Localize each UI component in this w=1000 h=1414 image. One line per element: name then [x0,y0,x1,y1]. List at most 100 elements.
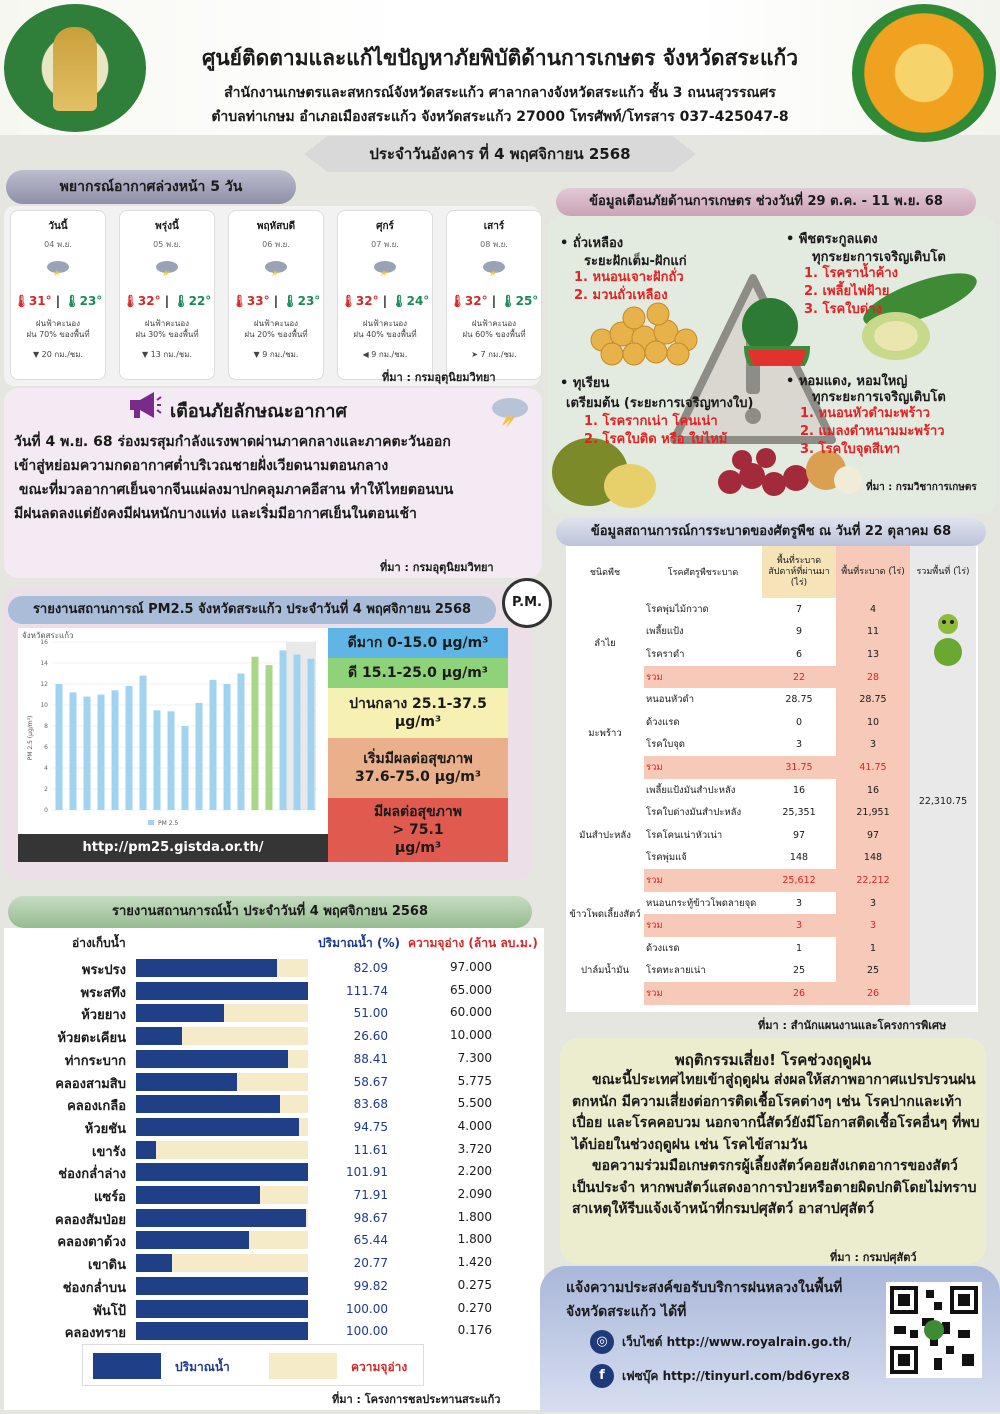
water-bar [136,1208,308,1227]
thunderstorm-icon [265,261,287,277]
pest-name: รวม [644,665,762,689]
water-row: พันโป้ 100.00 0.270 [0,1298,540,1320]
pest-header-total: รวมพื้นที่ (ไร่) [910,546,976,598]
pest-crop: ข้าวโพดเลี้ยงสัตว์ [569,908,641,920]
pest-table: ชนิดพืช โรคศัตรูพืชระบาด พื้นที่ระบาด สั… [566,546,976,1005]
facebook-link[interactable]: f เฟซบุ๊ค http://tinyurl.com/bd6yrex8 [590,1364,850,1388]
reservoir-name: คลองสามสิบ [55,1076,126,1092]
pest-name: ด้วงแรด [646,716,680,728]
hazard-item: 2. โรคใบติด หรือ ใบไหม้ [584,432,728,447]
onion-image [718,448,862,496]
pest-row: รวม 31.75 41.75 [566,756,976,779]
water-bar-fill [136,1163,308,1182]
pest-area: 28 [836,665,910,689]
water-cap: 65.000 [450,982,492,997]
thunderstorm-icon [156,261,178,277]
pm25-bar [55,684,63,810]
pest-name: โรคใบจุด [646,739,685,751]
pest-lastweek: 28.75 [785,694,813,706]
hazard-stage: ทุกระยะการเจริญเติบโต [812,390,946,405]
forecast-day-label: เสาร์ [483,221,505,232]
water-pct: 111.74 [346,983,388,998]
pm-level-unhealthy: มีผลต่อสุขภาพ > 75.1 µg/m³ [328,798,508,862]
temp-high: 🌡32° [122,294,161,308]
forecast-panel: วันนี้ 04 พ.ย. 🌡31° | 🌡23° ฝนฟ้าคะนอง ฝน 70%… [4,206,542,386]
forecast-rain: ฝน 60% ของพื้นที่ [462,330,526,339]
water-bar-fill [136,1322,308,1341]
forecast-day-label: พรุ่งนี้ [155,221,179,232]
forecast-day-label: พฤหัสบดี [256,221,296,232]
water-bar [136,1140,308,1159]
pest-lastweek: 1 [795,942,803,954]
globe-icon: ◎ [590,1330,614,1354]
water-row: พระสทึง 111.74 65.000 [0,980,540,1002]
forecast-desc: ฝนฟ้าคะนอง ฝน 70% ของพื้นที่ [11,318,105,340]
rain-service-text: แจ้งความประสงค์ขอรับบริการฝนหลวงในพื้นที… [566,1280,843,1320]
pest-row: โรคราดำ 6 13 [566,643,976,666]
temp-low: 🌡22° [173,294,212,308]
pest-lastweek: 97 [792,829,806,841]
pest-area: 97 [836,823,910,847]
pest-area: 22,212 [836,869,910,892]
water-bar-fill [136,1186,260,1204]
chart-ytick: 12 [40,681,48,688]
water-bar [136,1186,308,1204]
pm25-bar [265,665,273,810]
pest-lastweek: 7 [795,603,803,615]
pm25-bar [223,684,231,810]
hazard-stage: ทุกระยะการเจริญเติบโต [812,250,946,265]
warning-line: มีฝนลดลงแต่ยังคงมีฝนหนักบางแห่ง และเริ่ม… [14,506,417,522]
reservoir-name: แซร์อ [94,1190,126,1205]
cucumber-melon-image [862,273,977,360]
water-bar [136,1322,308,1341]
pm25-url[interactable]: http://pm25.gistda.or.th/ [18,834,328,862]
pest-lastweek: 6 [795,648,803,660]
pm25-title: รายงานสถานการณ์ PM2.5 จังหวัดสระแก้ว ประ… [8,596,496,624]
pm25-bar [97,694,105,810]
website-link[interactable]: ◎ เว็บไซต์ http://www.royalrain.go.th/ [590,1330,851,1354]
reservoir-name: ช่องกล่ำล่าง [58,1167,126,1183]
water-pct: 100.00 [346,1301,388,1316]
water-bar [136,1117,308,1136]
pest-row: โรคโคนเน่าหัวเน่า 97 97 [566,823,976,847]
water-row: ท่ากระบาก 88.41 7.300 [0,1048,540,1070]
header-banner [0,0,1000,135]
pest-name: ด้วงแรด [646,942,680,954]
pm25-bar [83,696,91,810]
water-bar-fill [136,1027,182,1046]
pm25-bar [293,654,301,810]
warning-source: ที่มา : กรมอุตุนิยมวิทยา [380,561,494,574]
pest-name: โรคราดำ [646,648,685,660]
pest-row: โรคใบจุด 3 3 [566,733,976,757]
hazard-item: 3. โรคใบจุดสีเทา [800,442,901,457]
hazard-item: 3. โรคใบด่าง [804,302,882,317]
temp-separator: | [51,294,65,308]
water-bar [136,1163,308,1182]
water-bar-fill [136,1140,156,1159]
water-pct: 83.68 [353,1097,388,1112]
pm25-bar [251,656,259,810]
hazard-item: 1. โรคราน้ำค้าง [804,266,898,281]
pest-name: รวม [644,982,762,1005]
water-bar-fill [136,1095,280,1114]
thunderstorm-icon [483,261,505,277]
forecast-temp: 🌡31° | 🌡23° [11,294,105,308]
forecast-wind: ◀ 9 กม./ชม. [362,350,408,359]
pest-name: รวม [644,756,762,779]
water-pct: 100.00 [346,1324,388,1339]
qr-code[interactable] [886,1282,982,1378]
water-row: ช่องกล่ำล่าง 101.91 2.200 [0,1161,540,1183]
pest-name: เพลี้ยแป้ง [646,626,684,638]
reservoir-name: คลองเกลือ [67,1099,126,1115]
reservoir-name: ห้วยตะเคียน [57,1031,126,1047]
pm-level-moderate: ปานกลาง 25.1-37.5 µg/m³ [328,688,508,738]
water-title: รายงานสถานการณ์น้ำ ประจำวันที่ 4 พฤศจิกา… [8,896,532,928]
forecast-day-card: เสาร์ 08 พ.ย. 🌡32° | 🌡25° ฝนฟ้าคะนอง ฝน 60% … [446,210,542,380]
pest-name: รวม [644,869,762,892]
pest-area: 41.75 [836,756,910,779]
pest-header-area: พื้นที่ระบาด (ไร่) [836,546,910,598]
chart-ytick: 2 [44,786,48,793]
forecast-date: 04 พ.ย. [44,240,72,249]
hazard-source: ที่มา : กรมวิชาการเกษตร [866,482,977,493]
forecast-condition: ฝนฟ้าคะนอง [253,319,299,328]
